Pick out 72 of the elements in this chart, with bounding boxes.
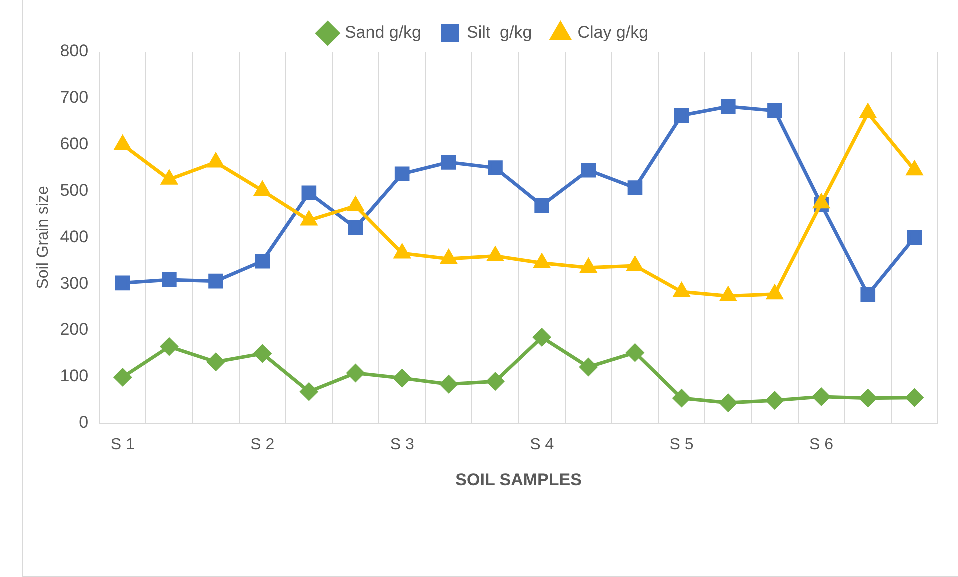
x-tick-label: S 5	[670, 436, 694, 454]
point	[812, 388, 830, 406]
point	[300, 383, 318, 401]
x-tick-label: S 4	[530, 436, 554, 454]
point	[767, 286, 783, 300]
point	[208, 274, 224, 289]
point	[442, 155, 456, 170]
point	[394, 244, 410, 259]
point	[673, 390, 691, 408]
point	[347, 364, 365, 382]
point	[162, 272, 177, 288]
point	[860, 104, 876, 119]
point	[394, 166, 410, 182]
y-tick-label: 300	[60, 274, 89, 293]
point	[580, 358, 598, 376]
y-tick-label: 400	[60, 227, 89, 246]
point	[628, 180, 643, 196]
y-tick-label: 600	[60, 134, 89, 154]
point	[534, 254, 550, 268]
point	[814, 194, 830, 209]
point	[486, 372, 504, 390]
y-tick-label: 500	[60, 180, 89, 200]
point	[533, 328, 551, 346]
point	[859, 390, 877, 408]
point	[301, 212, 317, 226]
point	[907, 230, 922, 246]
legend-label: Clay g/kg	[578, 23, 649, 42]
point	[348, 220, 364, 236]
x-tick-label: S 6	[810, 436, 834, 454]
y-tick-label: 100	[60, 366, 89, 386]
point	[208, 154, 224, 168]
point	[348, 197, 364, 212]
point	[720, 99, 736, 114]
point	[115, 276, 130, 291]
point	[114, 368, 132, 386]
y-tick-label: 700	[60, 88, 89, 108]
point	[860, 287, 876, 302]
point	[580, 259, 596, 274]
y-axis-title: Soil Grain size	[35, 186, 52, 290]
point	[441, 250, 457, 264]
legend-label: Silt g/kg	[467, 23, 532, 42]
x-axis-title: SOIL SAMPLES	[456, 470, 582, 490]
point	[162, 170, 178, 185]
point	[906, 389, 924, 407]
point	[581, 162, 596, 178]
point	[766, 392, 784, 410]
point	[674, 283, 690, 298]
point	[207, 353, 225, 371]
point	[906, 162, 923, 176]
y-tick-label: 0	[79, 413, 89, 432]
point	[768, 104, 782, 118]
y-tick-label: 200	[60, 320, 89, 340]
point	[674, 108, 690, 124]
point	[440, 376, 458, 394]
point	[255, 254, 270, 269]
x-tick-label: S 1	[110, 436, 135, 454]
point	[720, 394, 738, 412]
point	[160, 338, 178, 356]
y-tick-label: 800	[60, 42, 89, 61]
point	[627, 257, 644, 272]
point	[534, 198, 550, 214]
point	[254, 345, 272, 363]
x-tick-label: S 3	[390, 436, 414, 454]
point	[302, 186, 317, 201]
point	[626, 344, 644, 362]
point	[115, 136, 131, 150]
point	[254, 182, 270, 196]
legend-label: Sand g/kg	[344, 23, 422, 42]
point	[488, 248, 504, 262]
point	[488, 160, 503, 176]
point	[394, 370, 412, 388]
x-tick-label: S 2	[250, 436, 275, 454]
